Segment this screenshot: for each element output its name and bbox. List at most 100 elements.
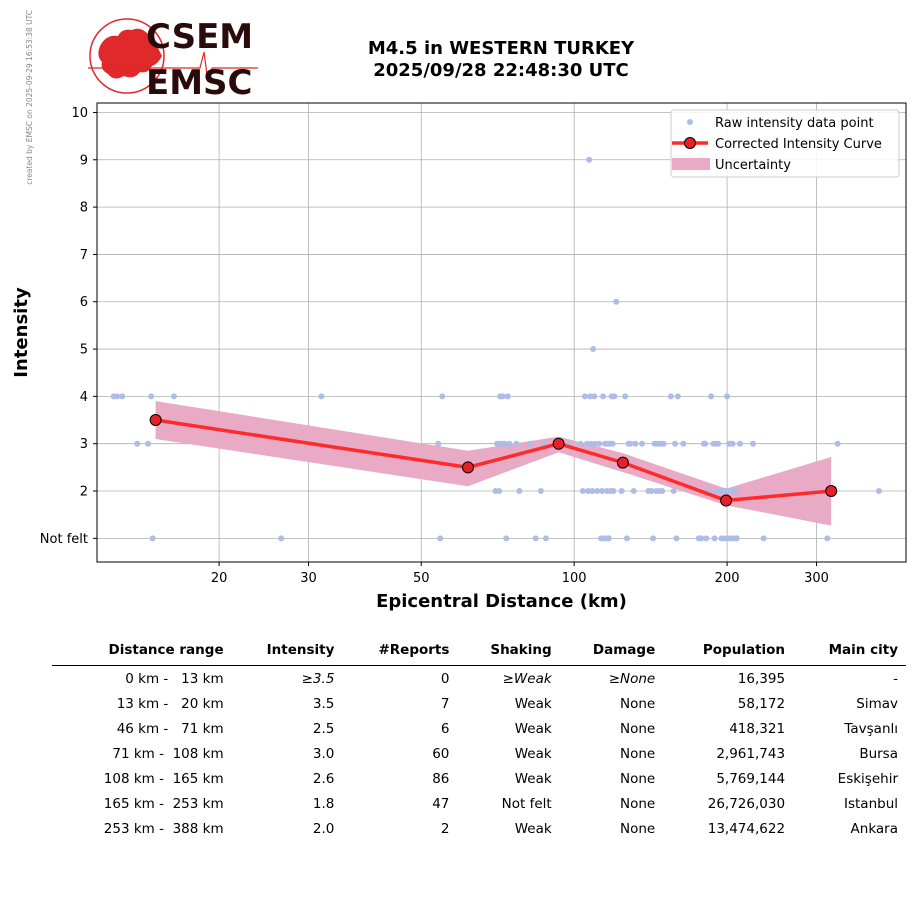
raw-data-point — [435, 440, 442, 447]
cell-damage: None — [620, 820, 656, 837]
raw-data-point — [650, 535, 657, 542]
raw-data-point — [611, 393, 618, 400]
raw-data-point — [600, 393, 607, 400]
legend-raw-label: Raw intensity data point — [715, 116, 874, 131]
raw-data-point — [318, 393, 325, 400]
raw-data-point — [532, 535, 539, 542]
y-axis-label: Intensity — [11, 287, 32, 378]
raw-data-point — [503, 535, 510, 542]
legend-raw-point-icon — [687, 119, 693, 125]
cell-range: 108 km - 165 km — [103, 770, 224, 787]
raw-data-point — [145, 440, 152, 447]
raw-data-point — [170, 393, 177, 400]
cell-shaking: Weak — [514, 745, 552, 762]
raw-data-point — [579, 488, 586, 495]
table-row: 108 km - 165 km 2.6 86 Weak None 5,769,1… — [52, 766, 906, 791]
intensity-summary-table: Distance range Intensity #Reports Shakin… — [52, 640, 906, 841]
cell-intensity: 2.6 — [312, 770, 335, 787]
raw-data-point — [632, 440, 639, 447]
raw-data-point — [439, 393, 446, 400]
raw-data-point — [540, 440, 547, 447]
cell-range: 13 km - 20 km — [116, 695, 224, 712]
raw-data-point — [698, 535, 705, 542]
x-tick-label: 20 — [211, 571, 228, 586]
title-line-1: M4.5 in WESTERN TURKEY — [367, 38, 635, 59]
table-row: 253 km - 388 km 2.0 2 Weak None 13,474,6… — [52, 816, 906, 841]
curve-marker — [616, 456, 629, 469]
raw-data-point — [674, 393, 681, 400]
raw-data-point — [733, 535, 740, 542]
raw-data-point — [513, 440, 520, 447]
y-tick-label: Not felt — [40, 532, 88, 547]
table-header-row: Distance range Intensity #Reports Shakin… — [52, 640, 906, 666]
raw-data-point — [875, 488, 882, 495]
raw-data-point — [729, 440, 736, 447]
cell-population: 16,395 — [737, 670, 786, 687]
raw-data-point — [596, 440, 603, 447]
watermark-text: created by EMSC on 2025-09-29 16:53:38 U… — [25, 10, 34, 185]
cell-shaking: Not felt — [501, 795, 552, 812]
raw-data-point — [703, 535, 710, 542]
raw-data-point — [622, 393, 629, 400]
cell-city: Eskişehir — [837, 770, 898, 787]
cell-damage: None — [620, 795, 656, 812]
cell-city: Istanbul — [843, 795, 898, 812]
cell-damage: None — [620, 695, 656, 712]
raw-data-point — [708, 393, 715, 400]
table-row: 13 km - 20 km 3.5 7 Weak None 58,172 Sim… — [52, 691, 906, 716]
uncertainty-band — [155, 401, 832, 526]
raw-data-point — [581, 393, 588, 400]
raw-data-point — [516, 488, 523, 495]
raw-data-point — [648, 488, 655, 495]
curve-marker — [825, 485, 838, 498]
title-line-2: 2025/09/28 22:48:30 UTC — [373, 60, 629, 81]
raw-data-point — [760, 535, 767, 542]
cell-range: 46 km - 71 km — [116, 720, 224, 737]
watermark-label: created by EMSC on 2025-09-29 16:53:38 U… — [25, 10, 34, 185]
raw-data-point — [660, 440, 667, 447]
raw-data-point — [711, 535, 718, 542]
raw-data-point — [613, 298, 620, 305]
raw-data-point — [599, 488, 606, 495]
raw-data-point — [278, 535, 285, 542]
cell-reports: 7 — [440, 695, 450, 712]
raw-data-point — [589, 488, 596, 495]
cell-population: 26,726,030 — [707, 795, 786, 812]
y-tick-label: 6 — [80, 295, 88, 310]
raw-data-point — [834, 440, 841, 447]
y-tick-label: 9 — [80, 153, 88, 168]
table-row: 46 km - 71 km 2.5 6 Weak None 418,321 Ta… — [52, 716, 906, 741]
chart-title: M4.5 in WESTERN TURKEY 2025/09/28 22:48:… — [300, 38, 702, 82]
raw-data-point — [609, 440, 616, 447]
cell-damage: None — [620, 720, 656, 737]
raw-data-point — [715, 440, 722, 447]
cell-intensity: 3.5 — [312, 695, 335, 712]
cell-intensity: 2.5 — [312, 720, 335, 737]
curve-marker — [461, 461, 474, 474]
cell-range: 165 km - 253 km — [103, 795, 224, 812]
cell-population: 58,172 — [737, 695, 786, 712]
raw-data-point — [119, 393, 126, 400]
raw-data-point — [527, 440, 534, 447]
logo-map-shape — [98, 28, 162, 79]
cell-reports: 86 — [432, 770, 450, 787]
header-population: Population — [663, 640, 794, 666]
y-tick-label: 7 — [80, 248, 88, 263]
header-reports: #Reports — [342, 640, 458, 666]
raw-data-point — [824, 535, 831, 542]
cell-city: - — [893, 670, 898, 687]
raw-data-point — [506, 440, 513, 447]
legend-curve-label: Corrected Intensity Curve — [715, 137, 882, 152]
raw-data-point — [722, 488, 729, 495]
cell-population: 418,321 — [729, 720, 786, 737]
x-axis-label: Epicentral Distance (km) — [376, 591, 627, 612]
raw-data-point — [623, 535, 630, 542]
raw-data-point — [586, 156, 593, 163]
raw-data-point — [736, 440, 743, 447]
intensity-chart: Not felt 2 3 4 5 6 7 8 9 10 20 30 50 100 200 300 Epicent… — [11, 102, 907, 612]
x-tick-label: 50 — [413, 571, 430, 586]
cell-damage: None — [620, 770, 656, 787]
header-shaking: Shaking — [457, 640, 560, 666]
plot-frame — [96, 102, 907, 563]
y-tick-label: 10 — [71, 106, 88, 121]
